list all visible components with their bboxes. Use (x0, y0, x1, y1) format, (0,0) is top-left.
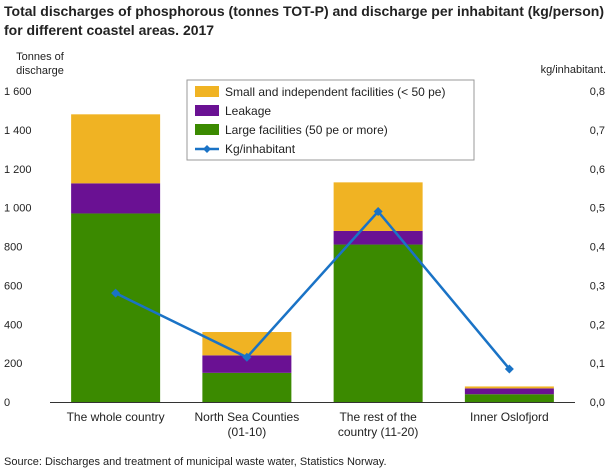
legend-line-marker (203, 145, 211, 153)
bar-segment (333, 244, 423, 402)
bar-segment (464, 388, 554, 395)
y-axis-left-label: Tonnes of (16, 51, 65, 63)
y-tick-left: 1 200 (4, 164, 32, 176)
bar-segment (464, 386, 554, 389)
bar-segment (71, 114, 161, 184)
bar-segment (202, 355, 292, 373)
line-point (504, 364, 514, 374)
line-series (115, 209, 511, 370)
y-tick-right: 0,2 (590, 319, 605, 331)
bar-segment (202, 372, 292, 402)
y-tick-left: 1 000 (4, 203, 32, 215)
line-point (373, 207, 383, 217)
line-point (111, 288, 121, 298)
legend-swatch (195, 105, 219, 116)
y-axis-left-label: discharge (16, 65, 64, 77)
bar-segment (464, 394, 554, 402)
bar-segment (71, 183, 161, 214)
x-tick-label: (01-10) (228, 425, 267, 439)
bar-segment (333, 230, 423, 245)
source-note: Source: Discharges and treatment of muni… (4, 456, 387, 468)
y-tick-left: 200 (4, 358, 22, 370)
y-tick-left: 0 (4, 397, 10, 409)
x-tick-label: country (11-20) (338, 425, 418, 439)
legend-box (186, 79, 475, 161)
bar-segment (333, 182, 423, 231)
line-point (242, 352, 252, 362)
y-tick-left: 1 600 (4, 86, 32, 98)
y-tick-right: 0,1 (590, 358, 605, 370)
y-tick-right: 0,0 (590, 397, 605, 409)
y-axis-right-label: kg/inhabitant. (541, 64, 606, 76)
x-tick-label: Inner Oslofjord (470, 410, 549, 424)
x-tick-label: The rest of the (339, 410, 417, 424)
y-tick-left: 600 (4, 280, 22, 292)
legend-label: Large facilities (50 pe or more) (225, 123, 388, 137)
legend-label: Small and independent facilities (< 50 p… (225, 85, 445, 99)
y-tick-right: 0,7 (590, 125, 605, 137)
chart-title: Total discharges of phosphorous (tonnes … (4, 3, 604, 38)
y-tick-right: 0,6 (590, 164, 605, 176)
y-tick-left: 400 (4, 319, 22, 331)
legend-label: Leakage (225, 104, 271, 118)
legend-swatch (195, 86, 219, 97)
bar-segment (202, 332, 292, 356)
x-tick-label: North Sea Counties (195, 410, 300, 424)
y-tick-right: 0,3 (590, 280, 605, 292)
y-tick-right: 0,4 (590, 242, 605, 254)
y-tick-left: 1 400 (4, 125, 32, 137)
y-tick-right: 0,5 (590, 203, 605, 215)
y-tick-left: 800 (4, 242, 22, 254)
legend-swatch (195, 124, 219, 135)
x-tick-label: The whole country (67, 410, 165, 424)
legend-label: Kg/inhabitant (225, 142, 296, 156)
y-tick-right: 0,8 (590, 86, 605, 98)
